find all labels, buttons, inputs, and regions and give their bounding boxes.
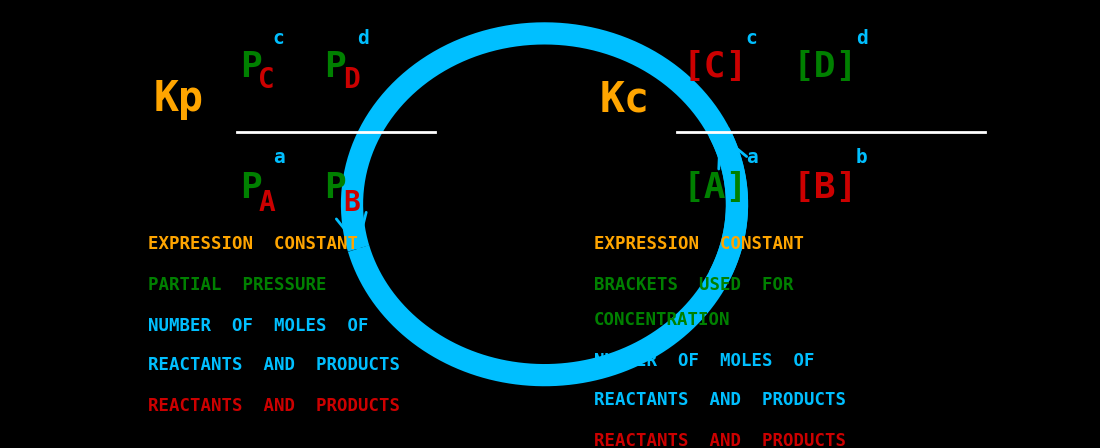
Text: P: P xyxy=(240,50,262,84)
Text: c: c xyxy=(746,30,758,48)
Text: d: d xyxy=(358,30,370,48)
Text: a: a xyxy=(746,148,758,167)
Text: d: d xyxy=(856,30,868,48)
Text: [C]: [C] xyxy=(682,50,747,84)
Text: [B]: [B] xyxy=(792,171,857,205)
Text: BRACKETS  USED  FOR: BRACKETS USED FOR xyxy=(594,276,793,294)
Text: EXPRESSION  CONSTANT: EXPRESSION CONSTANT xyxy=(148,235,359,253)
Text: c: c xyxy=(273,30,285,48)
Text: b: b xyxy=(358,148,370,167)
Text: NUMBER  OF  MOLES  OF: NUMBER OF MOLES OF xyxy=(594,352,814,370)
Text: REACTANTS  AND  PRODUCTS: REACTANTS AND PRODUCTS xyxy=(148,356,400,374)
Text: A: A xyxy=(258,189,275,217)
Text: Kc: Kc xyxy=(600,78,649,121)
Text: C: C xyxy=(258,66,275,94)
Text: b: b xyxy=(856,148,868,167)
Text: REACTANTS  AND  PRODUCTS: REACTANTS AND PRODUCTS xyxy=(594,391,846,409)
Text: P: P xyxy=(324,50,346,84)
Text: PARTIAL  PRESSURE: PARTIAL PRESSURE xyxy=(148,276,327,294)
Text: B: B xyxy=(343,189,360,217)
Text: a: a xyxy=(273,148,285,167)
Text: [D]: [D] xyxy=(792,50,857,84)
Text: P: P xyxy=(240,171,262,205)
Text: [A]: [A] xyxy=(682,171,747,205)
Text: Kp: Kp xyxy=(154,78,204,121)
Text: CONCENTRATION: CONCENTRATION xyxy=(594,311,730,329)
Text: REACTANTS  AND  PRODUCTS: REACTANTS AND PRODUCTS xyxy=(148,397,400,415)
Text: EXPRESSION  CONSTANT: EXPRESSION CONSTANT xyxy=(594,235,804,253)
Text: D: D xyxy=(343,66,360,94)
Text: REACTANTS  AND  PRODUCTS: REACTANTS AND PRODUCTS xyxy=(594,432,846,448)
Text: P: P xyxy=(324,171,346,205)
Text: NUMBER  OF  MOLES  OF: NUMBER OF MOLES OF xyxy=(148,317,368,335)
